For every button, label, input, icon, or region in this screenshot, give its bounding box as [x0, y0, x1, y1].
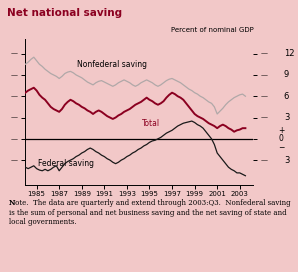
- Text: Note.  The data are quarterly and extend through 2003:Q3.  Nonfederal saving is : Note. The data are quarterly and extend …: [9, 199, 291, 226]
- Text: 12: 12: [284, 49, 294, 58]
- Text: Total: Total: [142, 119, 160, 128]
- Text: 0: 0: [278, 134, 283, 143]
- Text: Federal saving: Federal saving: [38, 159, 94, 168]
- Text: +: +: [278, 126, 285, 135]
- Text: −: −: [278, 143, 285, 152]
- Text: —: —: [261, 51, 268, 57]
- Text: Net national saving: Net national saving: [7, 8, 122, 18]
- Text: —: —: [11, 115, 18, 120]
- Text: —: —: [261, 93, 268, 99]
- Text: Nonfederal saving: Nonfederal saving: [77, 60, 147, 69]
- Text: —: —: [11, 72, 18, 78]
- Text: —: —: [261, 157, 268, 163]
- Text: 6: 6: [284, 92, 289, 101]
- Text: —: —: [11, 136, 18, 142]
- Text: —: —: [261, 72, 268, 78]
- Text: —: —: [11, 157, 18, 163]
- Text: 3: 3: [284, 156, 289, 165]
- Text: —: —: [11, 93, 18, 99]
- Text: Percent of nominal GDP: Percent of nominal GDP: [170, 27, 253, 33]
- Text: N: N: [9, 199, 16, 208]
- Text: 3: 3: [284, 113, 289, 122]
- Text: —: —: [11, 51, 18, 57]
- Text: —: —: [261, 115, 268, 120]
- Text: 9: 9: [284, 70, 289, 79]
